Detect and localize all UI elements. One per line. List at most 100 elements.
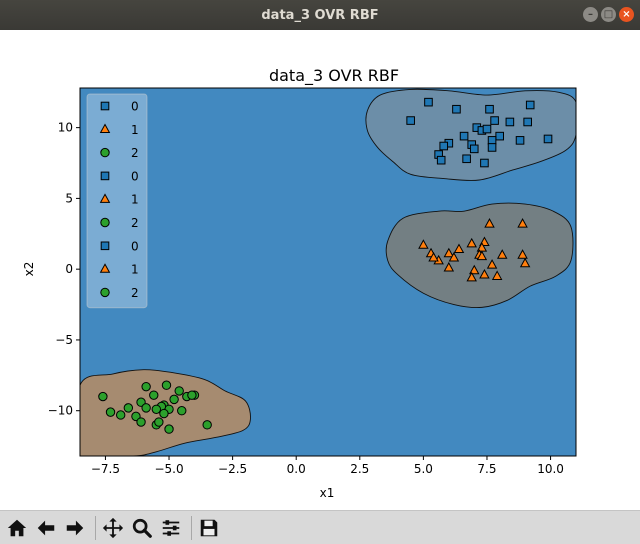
legend-marker-1 [99, 123, 111, 133]
data-point-class-1 [486, 259, 498, 269]
data-point-class-1 [519, 257, 531, 268]
data-point-class-2 [174, 386, 184, 396]
x-tick-label: 7.5 [477, 462, 496, 476]
data-point-class-0 [436, 155, 446, 165]
data-point-class-1 [517, 218, 528, 228]
magnifier-icon [132, 518, 152, 538]
data-point-class-1 [453, 243, 465, 254]
sliders-icon [162, 519, 180, 536]
data-point-class-1 [491, 270, 503, 280]
legend-marker-1 [99, 193, 111, 203]
data-point-class-1 [466, 271, 477, 282]
data-point-class-2 [136, 417, 146, 427]
legend-marker-1 [99, 263, 111, 273]
data-point-class-1 [428, 252, 439, 262]
data-point-class-0 [543, 134, 553, 144]
data-point-class-0 [480, 158, 489, 168]
data-point-class-2 [187, 390, 197, 400]
y-tick-label: 10 [58, 121, 73, 135]
close-button[interactable]: × [619, 7, 634, 22]
data-point-class-0 [452, 104, 461, 114]
save-button[interactable] [196, 515, 222, 541]
data-point-class-0 [505, 117, 515, 127]
arrow-left-icon [37, 520, 55, 535]
legend-label: 0 [131, 100, 139, 114]
data-point-class-2 [151, 404, 162, 414]
data-point-class-1 [476, 250, 488, 261]
navigation-toolbar [0, 510, 640, 544]
legend-label: 1 [131, 263, 139, 277]
data-point-class-1 [484, 218, 495, 228]
home-icon [7, 519, 27, 536]
legend-marker-0 [100, 241, 110, 251]
arrow-right-icon [66, 520, 84, 535]
data-point-class-2 [98, 391, 108, 402]
x-axis-label: x1 [320, 486, 335, 500]
data-point-class-0 [525, 100, 535, 110]
data-point-class-2 [115, 410, 126, 420]
axes-frame [79, 87, 577, 457]
y-tick-label: 0 [65, 262, 73, 276]
data-point-class-2 [123, 403, 134, 413]
legend-label: 1 [131, 123, 139, 137]
x-tick-label: −7.5 [91, 462, 120, 476]
data-point-class-2 [177, 406, 187, 416]
minimize-button[interactable]: – [583, 7, 598, 22]
data-point-class-0 [485, 104, 494, 114]
move-icon [102, 517, 124, 538]
legend-label: 0 [131, 239, 139, 253]
data-point-class-0 [424, 97, 433, 107]
data-point-class-0 [487, 143, 497, 152]
x-tick-label: 0.0 [287, 462, 306, 476]
data-points [98, 97, 553, 434]
toolbar-separator [95, 515, 96, 540]
pan-button[interactable] [100, 515, 126, 541]
data-point-class-2 [202, 420, 212, 430]
legend-label: 1 [131, 193, 139, 207]
data-point-class-1 [496, 249, 508, 259]
maximize-button[interactable]: □ [601, 7, 616, 22]
chart-title: data_3 OVR RBF [269, 66, 399, 86]
legend-marker-2 [100, 287, 110, 298]
decision-region-class-0 [365, 88, 576, 181]
legend-label: 2 [131, 286, 139, 300]
configure-subplots-button[interactable] [158, 515, 184, 541]
data-point-class-1 [443, 261, 455, 272]
window-titlebar: data_3 OVR RBF – □ × [0, 0, 640, 30]
data-point-class-0 [487, 136, 497, 145]
y-tick-label: −5 [55, 333, 73, 347]
data-point-class-1 [448, 252, 460, 262]
data-point-class-2 [105, 407, 116, 417]
y-tick-label: 5 [65, 191, 73, 205]
legend-marker-0 [100, 101, 110, 111]
back-button[interactable] [33, 515, 59, 541]
data-point-class-0 [462, 154, 471, 164]
data-point-class-1 [469, 264, 480, 275]
x-tick-label: −2.5 [218, 462, 247, 476]
legend-marker-2 [100, 147, 110, 158]
data-point-class-0 [490, 116, 499, 125]
data-point-class-2 [159, 408, 169, 419]
data-point-class-0 [469, 144, 479, 154]
data-point-class-1 [418, 239, 429, 249]
data-point-class-1 [479, 268, 490, 279]
data-point-class-2 [141, 381, 151, 392]
data-point-class-0 [482, 124, 492, 134]
legend-label: 0 [131, 169, 139, 183]
legend-label: 2 [131, 146, 139, 160]
data-point-class-2 [149, 390, 159, 400]
x-tick-label: 10.0 [537, 462, 564, 476]
legend-box [86, 93, 148, 309]
window-title: data_3 OVR RBF [261, 7, 379, 23]
window-controls: – □ × [583, 7, 634, 22]
data-point-class-2 [161, 380, 172, 390]
data-point-class-0 [523, 117, 532, 127]
y-tick-label: −10 [48, 404, 73, 418]
zoom-button[interactable] [129, 515, 155, 541]
forward-button[interactable] [62, 515, 88, 541]
data-point-class-0 [406, 116, 415, 125]
home-button[interactable] [4, 515, 30, 541]
data-point-class-0 [459, 131, 469, 141]
